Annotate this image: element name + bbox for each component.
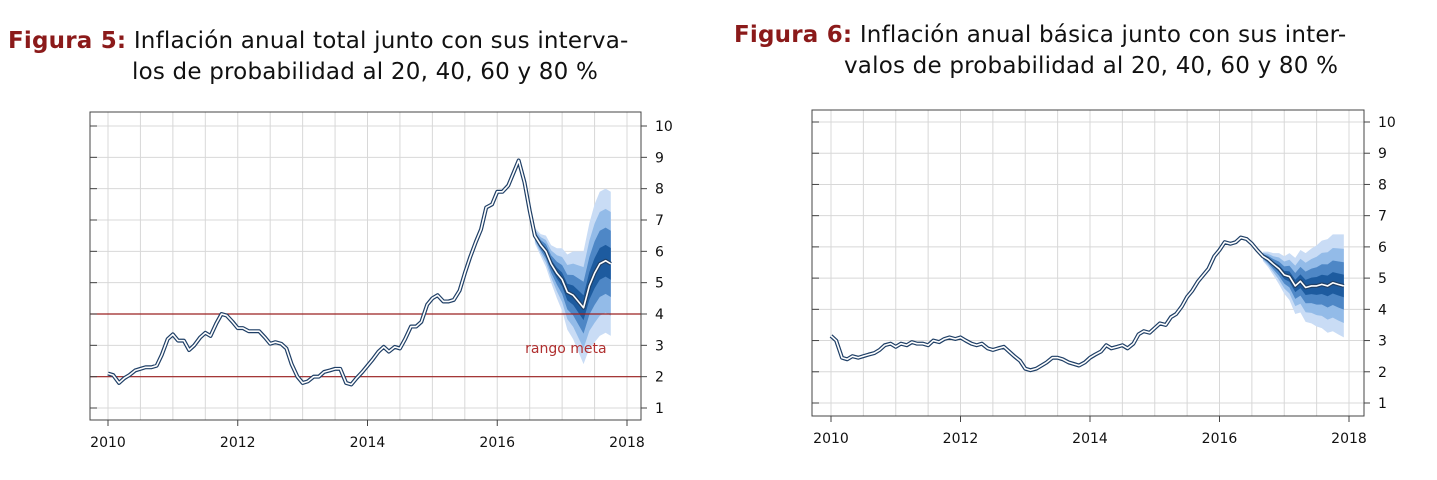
fig5-ytick-label: 7: [655, 213, 664, 229]
figure-5-caption-line2: los de probabilidad al 20, 40, 60 y 80 %: [132, 59, 599, 85]
fig5-fan-band-3: [534, 227, 611, 334]
fig6-ytick-label: 6: [1378, 240, 1387, 256]
fig6-xtick-label: 2016: [1202, 431, 1238, 447]
fig5-ytick-label: 4: [655, 307, 664, 323]
fig6-xtick-label: 2010: [813, 431, 849, 447]
fig5-xtick-label: 2012: [220, 435, 256, 451]
figure-6-caption-line2: valos de probabilidad al 20, 40, 60 y 80…: [844, 53, 1339, 79]
fig6-ytick-label: 8: [1378, 177, 1387, 193]
figure-5: Figura 5: Inflación anual total junto co…: [8, 26, 708, 451]
fig5-ytick-label: 10: [655, 119, 673, 135]
fig5-xtick-label: 2014: [350, 435, 386, 451]
figure-5-chart: 1 2 3 4 5 6 7 8 9 10 2010 2012 2014 2016 2018 rango met…: [89, 111, 673, 451]
figure-6-chart: 1 2 3 4 5 6 7 8 9 10 2010 2012 2014 2016 2018: [811, 109, 1396, 447]
fig5-xtick-label: 2016: [479, 435, 515, 451]
fig6-frame: [811, 109, 1365, 417]
fig6-xtick-label: 2014: [1072, 431, 1108, 447]
figure-6-caption-label: Figura 6:: [734, 22, 853, 48]
fig6-ytick-label: 7: [1378, 209, 1387, 225]
fig5-ytick-label: 9: [655, 150, 664, 166]
figure-6-caption: Figura 6: Inflación anual básica junto c…: [734, 20, 1434, 82]
fig6-ytick-label: 1: [1378, 396, 1387, 412]
fig5-series-line-inner: [107, 159, 612, 386]
fig6-xtick-label: 2018: [1331, 431, 1367, 447]
fig6-ytick-label: 3: [1378, 334, 1387, 350]
fig6-ytick-label: 4: [1378, 302, 1387, 318]
fig5-ytick-label: 8: [655, 182, 664, 198]
fig5-fan-band-4: [534, 233, 611, 321]
fig6-xtick-label: 2012: [943, 431, 979, 447]
fig6-ytick-label: 10: [1378, 115, 1396, 131]
fig5-ytick-label: 6: [655, 244, 664, 260]
fig5-ytick-label: 2: [655, 370, 664, 386]
fig6-ytick-label: 2: [1378, 365, 1387, 381]
figure-5-caption-label: Figura 5:: [8, 28, 127, 54]
fig6-ytick-label: 5: [1378, 271, 1387, 287]
fig5-xtick-label: 2018: [609, 435, 645, 451]
fig5-frame: [89, 111, 642, 421]
figure-5-caption: Figura 5: Inflación anual total junto co…: [8, 26, 708, 88]
fig5-annotation-rango-meta: rango meta: [525, 341, 606, 357]
fig5-ytick-label: 1: [655, 401, 664, 417]
fig6-series-line-inner: [830, 236, 1345, 372]
fig6-series-line-outer: [829, 235, 1345, 373]
fig5-ytick-label: 5: [655, 276, 664, 292]
fig5-ytick-label: 3: [655, 338, 664, 354]
figure-6: Figura 6: Inflación anual básica junto c…: [720, 0, 1437, 480]
figure-6-caption-line1: Inflación anual básica junto con sus int…: [859, 22, 1347, 48]
fig6-ytick-label: 9: [1378, 146, 1387, 162]
fig5-xtick-label: 2010: [90, 435, 126, 451]
figure-5-caption-line1: Inflación anual total junto con sus inte…: [133, 28, 629, 54]
